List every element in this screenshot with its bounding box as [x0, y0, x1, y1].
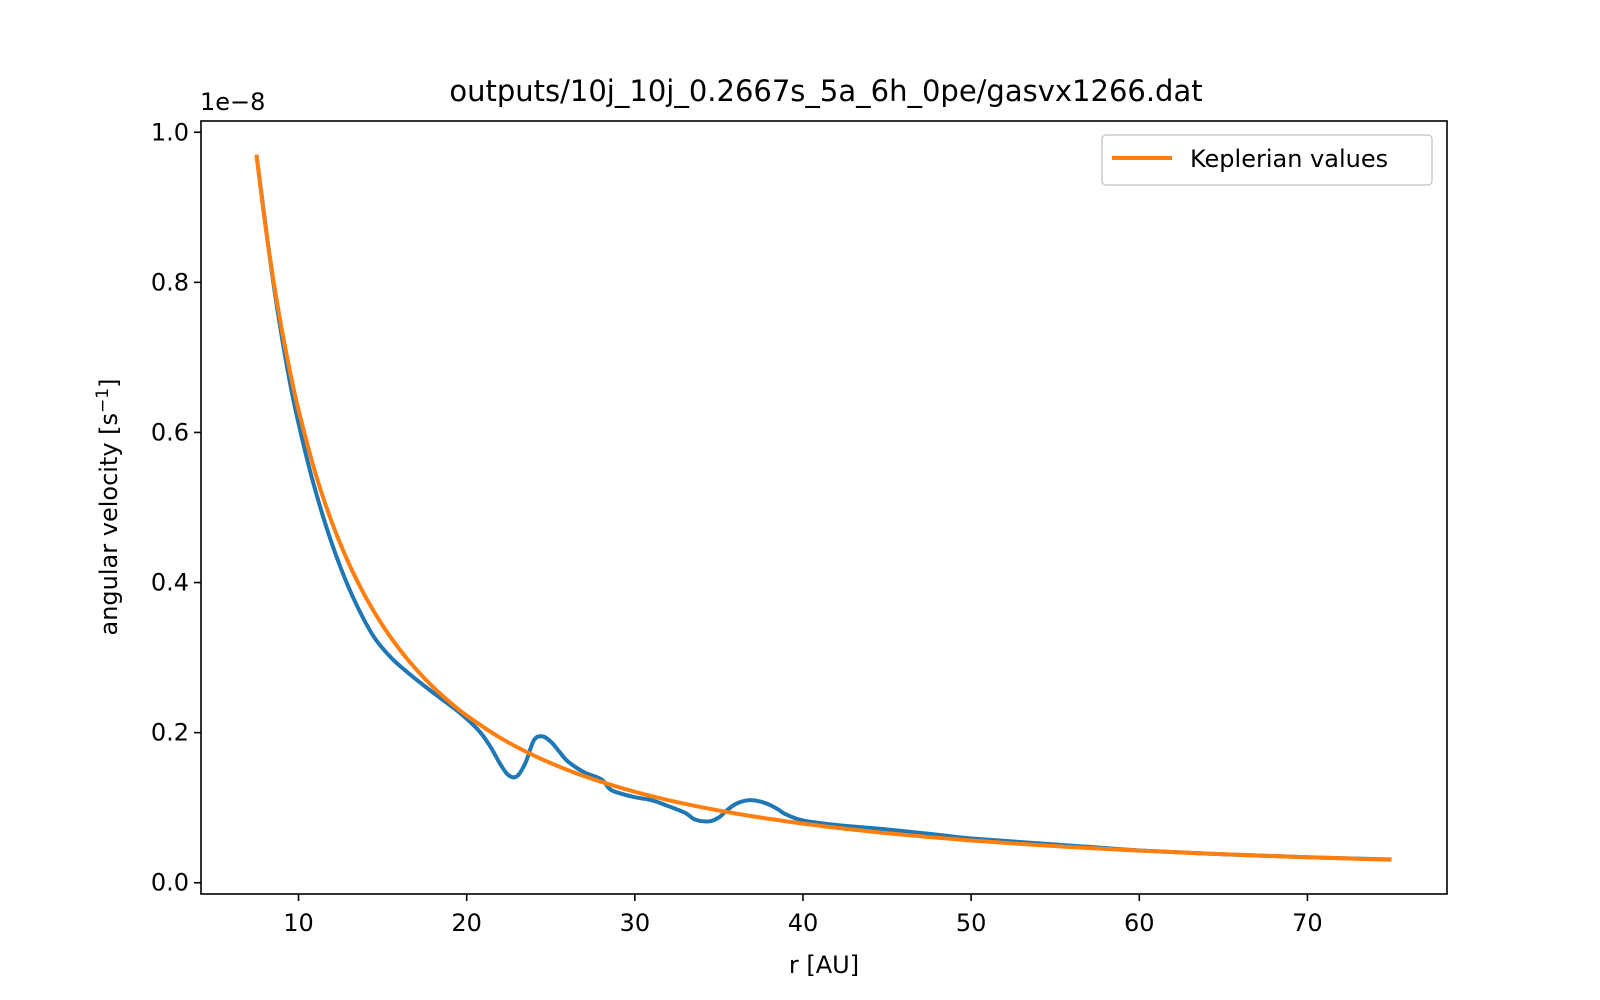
y-axis-title: angular velocity [s−1]: [93, 379, 123, 636]
legend-label-keplerian: Keplerian values: [1190, 145, 1388, 173]
y-tick-label: 0.6: [151, 418, 189, 446]
x-axis-title: r [AU]: [789, 951, 859, 979]
y-offset-label: 1e−8: [200, 88, 265, 116]
x-tick-label: 10: [283, 909, 314, 937]
x-tick-label: 70: [1292, 909, 1323, 937]
x-tick-label: 60: [1124, 909, 1155, 937]
series-layer: [254, 154, 1392, 862]
y-tick-label: 0.0: [151, 869, 189, 897]
legend: Keplerian values: [1101, 134, 1433, 186]
y-tick-label: 1.0: [151, 118, 189, 146]
y-axis-title-main: angular velocity [s: [95, 413, 123, 636]
series-line-simulation: [254, 154, 1392, 862]
x-tick-label: 20: [451, 909, 482, 937]
x-tick-label: 50: [956, 909, 987, 937]
y-axis-title-superscript: −1: [93, 388, 113, 413]
series-line-keplerian: [254, 154, 1392, 862]
x-axis: 10 20 30 40 50 60 70: [283, 894, 1323, 937]
y-tick-label: 0.2: [151, 719, 189, 747]
y-tick-label: 0.8: [151, 268, 189, 296]
y-axis-title-end: ]: [95, 379, 123, 388]
x-tick-label: 30: [620, 909, 651, 937]
y-axis: 0.0 0.2 0.4 0.6 0.8 1.0: [151, 118, 201, 897]
chart-title: outputs/10j_10j_0.2667s_5a_6h_0pe/gasvx1…: [449, 74, 1202, 108]
x-tick-label: 40: [788, 909, 819, 937]
legend-box: [1101, 134, 1433, 186]
plot-frame: [200, 120, 1448, 895]
y-tick-label: 0.4: [151, 569, 189, 597]
